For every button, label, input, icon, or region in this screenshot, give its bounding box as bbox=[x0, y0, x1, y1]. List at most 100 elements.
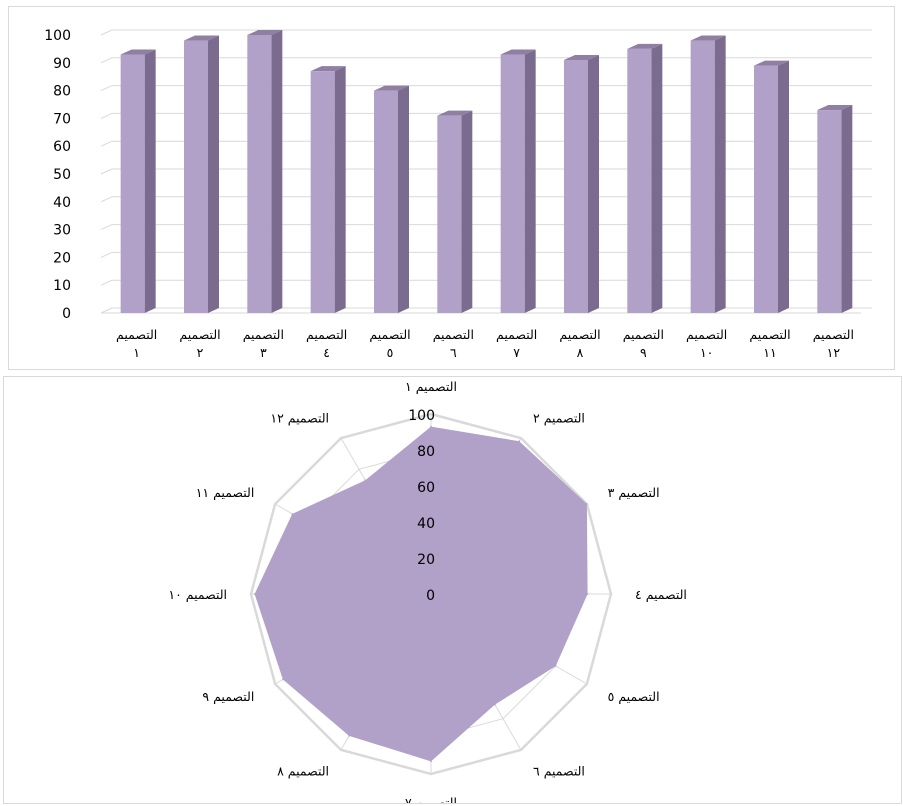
bar-top bbox=[247, 30, 283, 35]
bar-face bbox=[500, 54, 525, 314]
bar-face bbox=[690, 40, 715, 314]
radar-category-label: التصميم ٥ bbox=[608, 689, 660, 705]
bar-top bbox=[437, 110, 473, 116]
radar-point-9 bbox=[282, 678, 284, 681]
gridline-diag-3 bbox=[100, 224, 113, 231]
gridline-diag-4 bbox=[100, 196, 113, 203]
radar-point-12 bbox=[364, 479, 367, 482]
x-tick-label: التصميم ٣ bbox=[243, 327, 284, 360]
gridline-diag-0 bbox=[100, 307, 113, 314]
x-tick-label: التصميم ٤ bbox=[306, 327, 347, 360]
bar-1 bbox=[120, 49, 156, 314]
bar-top bbox=[500, 49, 536, 55]
radar-category-label: التصميم ١ bbox=[405, 379, 457, 395]
radar-chart-panel: 0 20 40 60 80 100 التصميم ١ التصميم ٢ التصميم ٣ ا… bbox=[3, 376, 902, 804]
radar-point-1 bbox=[430, 425, 432, 428]
gridline-diag-10 bbox=[100, 29, 113, 36]
bar-face bbox=[754, 65, 778, 313]
radar-point-8 bbox=[348, 735, 350, 737]
bar-side bbox=[778, 60, 789, 313]
radar-point-2 bbox=[518, 440, 520, 443]
bar-top bbox=[310, 66, 346, 72]
y-tick-label: 100 bbox=[44, 28, 71, 44]
bar-top bbox=[564, 55, 599, 61]
bar-4 bbox=[310, 66, 346, 313]
radar-category-label: التصميم ١٠ bbox=[168, 587, 227, 603]
x-tick-label: التصميم ١٢ bbox=[813, 327, 854, 360]
radar-category-label: التصميم ٧ bbox=[405, 795, 457, 803]
bar-top bbox=[374, 85, 409, 91]
x-tick-label: التصميم ١١ bbox=[749, 327, 790, 360]
radar-tick-label: 20 bbox=[417, 552, 435, 568]
bar-10 bbox=[690, 35, 726, 314]
bar-face bbox=[437, 115, 462, 314]
bar-side bbox=[461, 110, 473, 314]
radar-category-label: التصميم ٩ bbox=[202, 689, 254, 705]
bar-top bbox=[120, 49, 156, 55]
radar-category-label: التصميم ٨ bbox=[277, 764, 329, 780]
radar-category-label: التصميم ٦ bbox=[533, 764, 585, 780]
x-tick-label: التصميم ٩ bbox=[623, 327, 664, 360]
bar-top bbox=[754, 60, 789, 66]
bar-7 bbox=[500, 49, 536, 314]
bar-face bbox=[627, 48, 652, 314]
radar-point-6 bbox=[494, 703, 496, 706]
bar-3 bbox=[247, 30, 283, 313]
bar-2 bbox=[184, 35, 219, 314]
radar-category-label: التصميم ١١ bbox=[196, 485, 255, 501]
y-tick-label: 50 bbox=[53, 167, 71, 183]
bar-side bbox=[334, 66, 346, 313]
y-tick-label: 10 bbox=[53, 278, 71, 294]
bar-8 bbox=[564, 55, 599, 314]
bar-top bbox=[184, 35, 219, 41]
gridline-diag-8 bbox=[100, 85, 113, 92]
bar-face bbox=[564, 60, 588, 313]
radar-category-label: التصميم ١٢ bbox=[270, 410, 329, 426]
radar-category-label: التصميم ٣ bbox=[608, 485, 660, 501]
bar-11 bbox=[754, 60, 789, 313]
bar-5 bbox=[374, 85, 409, 313]
radar-point-4 bbox=[586, 593, 589, 595]
radar-chart: 0 20 40 60 80 100 التصميم ١ التصميم ٢ التصميم ٣ ا… bbox=[168, 379, 687, 803]
bar-top bbox=[690, 35, 726, 41]
radar-point-11 bbox=[291, 513, 294, 515]
bar-side bbox=[651, 43, 663, 314]
bar-top bbox=[817, 105, 853, 111]
bar-face bbox=[310, 71, 335, 313]
gridline-diag-6 bbox=[100, 140, 113, 147]
x-tick-label: التصميم ٨ bbox=[559, 327, 600, 360]
bar-side bbox=[524, 49, 536, 314]
x-tick-label: التصميم ٧ bbox=[496, 327, 537, 360]
radar-category-label: التصميم ٤ bbox=[635, 587, 687, 603]
y-tick-label: 70 bbox=[53, 111, 71, 127]
bar-side bbox=[144, 49, 156, 314]
radar-category-label: التصميم ٢ bbox=[533, 410, 585, 426]
bar-side bbox=[271, 30, 283, 313]
bar-face bbox=[247, 35, 272, 313]
bar-top bbox=[627, 43, 663, 49]
bar-side bbox=[714, 35, 726, 313]
gridline-diag-5 bbox=[100, 168, 113, 175]
bar-chart-panel: 0 10 20 30 40 50 60 70 80 90 100 التصميم ١ التصميم ٢ ال… bbox=[8, 6, 895, 370]
y-tick-label: 40 bbox=[53, 195, 71, 211]
bar-12 bbox=[817, 105, 853, 313]
bar-face bbox=[120, 54, 145, 314]
y-tick-label: 80 bbox=[53, 84, 71, 100]
bar-face bbox=[184, 40, 208, 314]
radar-tick-label: 80 bbox=[417, 444, 435, 460]
bar-side bbox=[398, 85, 409, 313]
x-tick-label: التصميم ١ bbox=[116, 327, 157, 360]
radar-point-7 bbox=[430, 760, 432, 763]
y-tick-label: 90 bbox=[53, 56, 71, 72]
radar-point-5 bbox=[554, 665, 557, 667]
bar-face bbox=[374, 90, 398, 313]
radar-tick-label: 40 bbox=[417, 516, 435, 532]
y-tick-label: 60 bbox=[53, 139, 71, 155]
radar-point-10 bbox=[253, 593, 256, 595]
gridline-diag-7 bbox=[100, 112, 113, 119]
bar-6 bbox=[437, 110, 473, 314]
gridline-diag-9 bbox=[100, 57, 113, 64]
x-tick-label: التصميم ١٠ bbox=[686, 327, 727, 360]
bar-side bbox=[588, 55, 599, 314]
radar-tick-label: 60 bbox=[417, 480, 435, 496]
